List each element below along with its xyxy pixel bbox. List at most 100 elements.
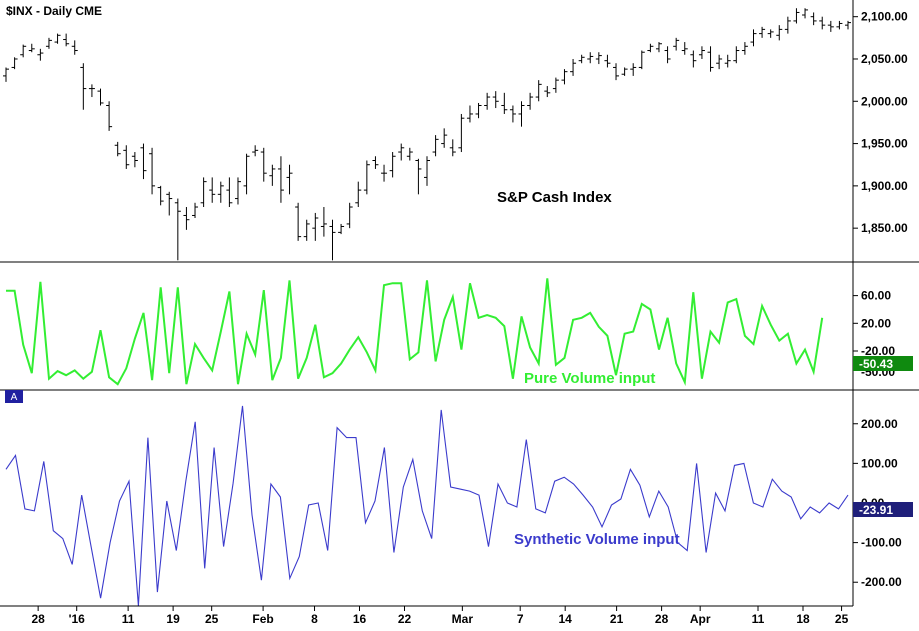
price-bar xyxy=(570,58,577,76)
y-tick-label: 60.00 xyxy=(861,289,891,303)
y-tick-label: 1,950.00 xyxy=(861,137,908,151)
price-bar xyxy=(200,177,207,208)
price-bar xyxy=(106,101,113,131)
pure-last-value: -50.43 xyxy=(859,357,893,371)
price-bar xyxy=(415,158,422,195)
price-bar xyxy=(827,20,834,32)
price-bar xyxy=(363,160,370,195)
price-bar xyxy=(716,54,723,70)
price-bar xyxy=(123,145,130,169)
price-bar xyxy=(441,128,448,148)
price-bar xyxy=(484,92,491,110)
y-tick-label: 200.00 xyxy=(861,417,898,431)
x-tick-label: Apr xyxy=(690,612,711,626)
price-bar xyxy=(613,63,620,81)
price-bar xyxy=(690,50,697,68)
price-bar xyxy=(845,20,851,30)
price-bar xyxy=(698,46,705,59)
price-bar xyxy=(561,69,568,85)
price-bar xyxy=(621,67,628,76)
x-tick-label: 11 xyxy=(752,612,765,626)
price-bar xyxy=(243,153,250,195)
price-bar xyxy=(595,52,602,65)
price-bar xyxy=(518,101,525,127)
x-tick-label: 28 xyxy=(31,612,45,626)
price-bar xyxy=(372,156,379,169)
price-bar xyxy=(114,141,121,157)
price-bar xyxy=(793,8,800,24)
price-bar xyxy=(810,12,817,26)
price-bar xyxy=(733,46,740,64)
price-bar xyxy=(587,52,594,64)
x-tick-label: 22 xyxy=(398,612,412,626)
price-bar xyxy=(20,44,27,58)
price-bar xyxy=(149,147,156,195)
price-bar xyxy=(424,156,430,186)
price-bar xyxy=(209,177,216,203)
y-tick-label: 1,900.00 xyxy=(861,179,908,193)
price-bar xyxy=(544,86,551,98)
price-bar xyxy=(741,42,748,55)
panel-marker-box[interactable] xyxy=(5,390,23,403)
x-tick-label: Mar xyxy=(452,612,474,626)
y-tick-label: -20.00 xyxy=(861,344,895,358)
y-tick-label: 2,100.00 xyxy=(861,10,908,24)
synthetic-volume-line xyxy=(5,405,849,607)
price-bar xyxy=(458,113,465,153)
price-bar xyxy=(381,164,388,182)
price-bar xyxy=(664,46,671,64)
price-bar xyxy=(37,48,44,61)
price-bar xyxy=(192,202,199,219)
y-tick-label: 100.00 xyxy=(861,456,898,470)
price-bar xyxy=(406,147,413,161)
price-bar xyxy=(97,88,104,106)
x-tick-label: 14 xyxy=(559,612,573,626)
price-bar xyxy=(286,164,293,195)
y-tick-label: 2,000.00 xyxy=(861,94,908,108)
price-bar xyxy=(11,57,18,70)
price-bar xyxy=(802,8,809,19)
price-bar xyxy=(398,143,405,161)
price-bar xyxy=(535,80,542,102)
x-tick-label: 8 xyxy=(311,612,318,626)
price-bar xyxy=(217,181,224,203)
price-bar xyxy=(449,139,456,157)
price-bar xyxy=(295,202,302,241)
price-bar xyxy=(277,156,284,203)
x-tick-label: 11 xyxy=(122,612,135,626)
pure-volume-line xyxy=(6,278,824,386)
pure-volume-series xyxy=(5,278,824,386)
price-bar xyxy=(527,92,534,110)
price-bar xyxy=(724,54,731,68)
price-bar xyxy=(54,33,61,44)
price-bar xyxy=(140,143,147,180)
price-bar xyxy=(338,223,345,235)
x-tick-label: 28 xyxy=(655,612,669,626)
price-bar xyxy=(707,46,714,72)
price-bar xyxy=(759,26,766,38)
price-bar xyxy=(312,212,319,241)
price-bar xyxy=(836,20,843,30)
x-tick-label: 7 xyxy=(517,612,524,626)
y-tick-label: 1,850.00 xyxy=(861,221,908,235)
y-tick-label: -100.00 xyxy=(861,536,902,550)
price-bar xyxy=(630,63,637,76)
pure-volume-label: Pure Volume input xyxy=(524,370,655,387)
price-bar xyxy=(432,135,439,157)
panel-marker-label[interactable]: A xyxy=(11,392,18,403)
synthetic-volume-label: Synthetic Volume input xyxy=(514,531,680,548)
price-bar xyxy=(71,40,78,55)
price-bar xyxy=(174,198,181,261)
price-bar xyxy=(63,33,70,47)
price-bar xyxy=(346,202,353,229)
price-panel-title: S&P Cash Index xyxy=(497,189,612,206)
price-bar xyxy=(501,92,508,114)
price-bar xyxy=(88,84,95,98)
price-bar xyxy=(776,25,783,41)
x-tick-label: '16 xyxy=(69,612,86,626)
price-bar xyxy=(131,152,138,168)
synthetic-last-value: -23.91 xyxy=(859,503,893,517)
x-axis-ticks: 28 '16 11 19 25 Feb 8 16 22 Mar 7 14 21 28 Apr 11 18 25 xyxy=(31,606,849,626)
price-bar xyxy=(750,29,757,47)
